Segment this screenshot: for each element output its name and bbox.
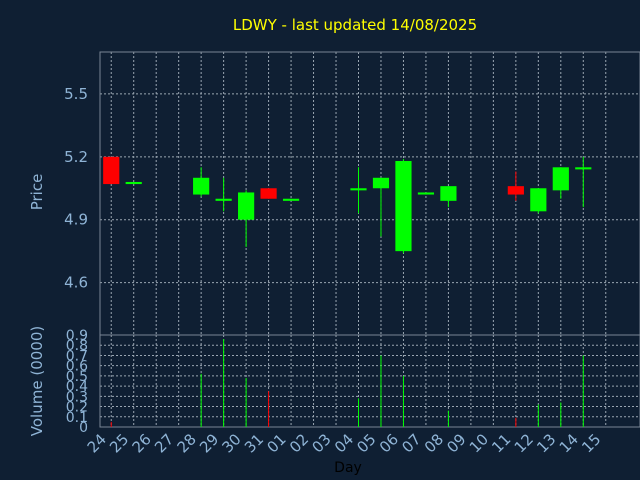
volume-tick-label: 0.2	[66, 400, 88, 416]
x-axis: 2425262728293031010203040506070809101112…	[84, 430, 605, 456]
candle-body	[372, 177, 390, 189]
volume-tick-label: 0.9	[66, 328, 88, 344]
candle-body	[193, 177, 210, 195]
price-tick-label: 5.5	[64, 85, 88, 103]
candle-body	[530, 188, 547, 212]
price-tick-label: 4.9	[64, 211, 88, 229]
volume-panel: 0.90.80.70.60.50.40.30.20.10	[66, 328, 640, 436]
price-axis-label: Price	[28, 174, 46, 211]
candle-body	[395, 161, 412, 252]
volume-axis-label: Volume (0000)	[28, 326, 46, 436]
volume-tick-label: 0	[79, 420, 88, 436]
price-panel: 5.5 5.2 4.9 4.6	[64, 51, 640, 336]
candle-body	[282, 198, 300, 201]
volume-tick-label: 0.5	[66, 369, 88, 385]
price-tick-label: 4.6	[64, 274, 88, 292]
price-panel-frame	[99, 51, 640, 336]
candle-body	[575, 167, 592, 170]
candle-body	[350, 188, 367, 191]
x-axis-label: Day	[334, 460, 362, 476]
candle-body	[238, 192, 255, 220]
chart-title: LDWY - last updated 14/08/2025	[233, 16, 477, 34]
volume-tick-label: 0.8	[66, 338, 88, 354]
candle-body	[552, 167, 569, 191]
candle-body	[440, 186, 457, 201]
candle-body	[417, 192, 435, 195]
candle-body	[215, 198, 232, 201]
candle-body	[103, 156, 120, 185]
price-tick-label: 5.2	[64, 148, 88, 166]
x-tick-label: 15	[578, 430, 604, 456]
candle-body	[507, 186, 524, 195]
volume-tick-label: 0.3	[66, 389, 88, 405]
candle-body	[125, 181, 142, 185]
volume-tick-label: 0.7	[66, 348, 88, 364]
volume-panel-frame	[99, 334, 640, 428]
volume-tick-label: 0.6	[66, 359, 88, 375]
candle-body	[260, 188, 277, 199]
volume-tick-label: 0.1	[66, 410, 88, 426]
volume-tick-label: 0.4	[66, 379, 88, 395]
